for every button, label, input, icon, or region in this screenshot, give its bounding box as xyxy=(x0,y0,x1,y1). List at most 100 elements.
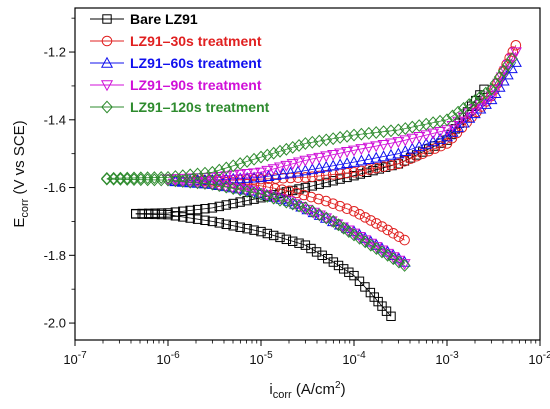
data-point xyxy=(347,155,361,167)
data-point xyxy=(262,228,273,239)
data-point xyxy=(493,70,506,84)
data-point xyxy=(382,224,393,236)
data-point xyxy=(406,120,419,134)
data-point xyxy=(497,64,510,78)
data-point xyxy=(241,154,253,168)
data-point xyxy=(185,205,195,216)
data-point xyxy=(355,154,368,166)
data-point xyxy=(306,154,319,166)
data-point xyxy=(249,225,259,235)
data-point xyxy=(386,311,396,321)
data-point xyxy=(234,183,247,197)
data-point xyxy=(137,209,147,219)
data-point xyxy=(228,221,238,231)
legend-label: LZ91–30s treatment xyxy=(130,33,262,49)
x-tick-label: 10-4 xyxy=(342,350,366,367)
data-point xyxy=(341,147,354,158)
data-point xyxy=(206,172,219,184)
data-point xyxy=(234,169,247,181)
data-point xyxy=(213,171,226,183)
data-point xyxy=(291,165,305,177)
data-point xyxy=(248,174,260,185)
data-point xyxy=(337,221,350,235)
data-point xyxy=(248,168,261,180)
data-point xyxy=(313,193,324,205)
data-point xyxy=(363,164,375,175)
data-point xyxy=(333,260,344,271)
data-point xyxy=(313,208,326,222)
plot-frame xyxy=(74,7,541,341)
data-point xyxy=(452,105,464,119)
data-point xyxy=(326,215,340,227)
data-point xyxy=(280,195,293,209)
data-point xyxy=(163,209,173,220)
x-tick-label: 10-3 xyxy=(435,350,459,367)
data-point xyxy=(245,186,259,198)
data-point xyxy=(377,150,390,162)
data-point xyxy=(485,93,498,105)
data-point xyxy=(420,117,433,131)
data-point xyxy=(468,94,481,108)
data-point xyxy=(306,243,316,254)
data-point xyxy=(254,167,268,179)
data-point xyxy=(241,171,254,183)
series-1 xyxy=(131,84,489,321)
data-point xyxy=(313,161,326,173)
data-point xyxy=(423,145,435,157)
data-point xyxy=(441,113,453,127)
legend-label: LZ91–120s treatment xyxy=(130,99,270,115)
data-point xyxy=(156,209,167,220)
data-point xyxy=(353,228,366,240)
data-point xyxy=(131,209,141,219)
data-point xyxy=(393,159,404,169)
data-point xyxy=(228,198,238,209)
data-point xyxy=(314,179,324,189)
data-point xyxy=(241,184,253,198)
data-point xyxy=(341,157,354,169)
data-point xyxy=(348,228,360,242)
data-point xyxy=(291,187,302,199)
data-point xyxy=(328,176,338,186)
data-point xyxy=(489,76,502,90)
data-point xyxy=(320,160,333,172)
data-point xyxy=(320,211,333,225)
data-point xyxy=(393,158,404,170)
data-point xyxy=(417,148,428,159)
data-point xyxy=(213,163,226,177)
data-point xyxy=(342,225,355,239)
data-point xyxy=(371,218,382,229)
data-point xyxy=(214,201,225,212)
data-point xyxy=(353,231,366,245)
data-point xyxy=(300,182,311,193)
data-point xyxy=(267,164,280,176)
data-point xyxy=(362,142,375,154)
data-point xyxy=(317,250,327,261)
data-point xyxy=(413,119,426,133)
data-point xyxy=(355,144,368,156)
data-point xyxy=(344,267,354,277)
data-point xyxy=(261,165,274,177)
data-point xyxy=(192,214,203,224)
data-point xyxy=(392,137,405,149)
data-point xyxy=(364,235,377,247)
data-point xyxy=(262,170,275,181)
data-point xyxy=(360,282,370,292)
series-2 xyxy=(190,39,522,246)
data-point xyxy=(427,128,440,140)
data-point xyxy=(234,172,247,184)
data-point xyxy=(305,191,317,203)
data-point xyxy=(376,221,388,232)
legend-item: LZ91–30s treatment xyxy=(90,33,262,49)
series-layer xyxy=(100,39,522,321)
legend-label: Bare LZ91 xyxy=(130,11,198,27)
data-point xyxy=(463,98,476,111)
data-point xyxy=(213,173,226,185)
data-point xyxy=(235,222,245,232)
data-point xyxy=(320,151,333,163)
data-point xyxy=(335,174,345,184)
data-point xyxy=(399,122,412,135)
data-point xyxy=(365,215,377,226)
data-point xyxy=(300,172,311,183)
data-point xyxy=(286,197,299,211)
data-point xyxy=(300,240,311,250)
